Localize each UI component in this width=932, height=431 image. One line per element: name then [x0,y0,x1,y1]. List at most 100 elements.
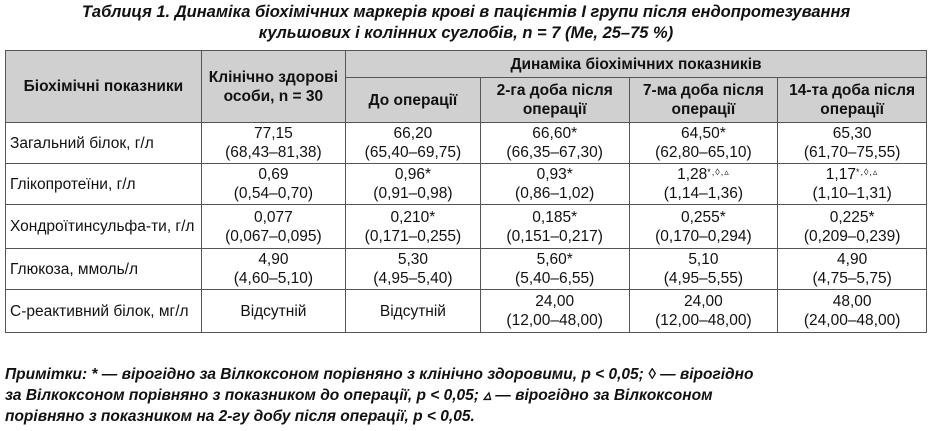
cell-day14: 48,00 (24,00–48,00) [777,289,927,333]
row-name: Загальний білок, г/л [5,122,202,164]
cell-range: (0,171–0,255) [364,227,462,245]
cell-value: 77,15 [254,125,293,142]
cell-range: (4,60–5,10) [233,270,314,287]
cell-day14: 0,225* (0,209–0,239) [777,204,927,249]
cell-before: 0,210* (0,171–0,255) [345,204,481,249]
cell-day7: 5,10 (4,95–5,55) [628,248,779,290]
row-name: Глікопротеїни, г/л [5,163,202,205]
cell-before: Відсутній [345,289,481,333]
cell-range: (1,10–1,31) [812,185,892,202]
header-before-operation: До операції [345,77,481,123]
cell-healthy: 4,90 (4,60–5,10) [200,248,347,290]
cell-range: (0,86–1,02) [515,185,595,202]
cell-value: 0,077 [254,208,293,226]
cell-range: (0,91–0,98) [373,185,453,202]
table-title-line-2: кульшових і колінних суглобів, n = 7 (Me… [258,24,674,42]
cell-range: (24,00–48,00) [803,312,901,329]
notes-line-2: за Вілкоксоном порівняно з показником до… [5,387,713,404]
cell-range: (5,40–6,55) [515,270,595,287]
cell-value: 48,00 [832,293,872,310]
cell-range: (12,00–48,00) [506,312,603,329]
header-day-14: 14-та доба після операції [777,77,927,123]
cell-range: (66,35–67,30) [506,144,603,161]
table-row: Загальний білок, г/л 77,15 (68,43–81,38) … [5,122,927,164]
cell-range: (1,14–1,36) [663,185,744,202]
cell-value: 64,50* [680,125,726,142]
notes-line-1: Примітки: * — вірогідно за Вілкоксоном п… [5,366,754,383]
cell-value: 0,255* [680,208,726,226]
cell-range: (65,40–69,75) [364,144,462,161]
cell-day7: 64,50* (62,80–65,10) [628,122,779,164]
cell-day2: 5,60* (5,40–6,55) [479,248,630,290]
cell-value: 65,30 [832,125,872,142]
cell-range: (62,80–65,10) [655,144,752,161]
cell-day2: 66,60* (66,35–67,30) [479,122,630,164]
cell-day7: 1,28*,◊,▵ (1,14–1,36) [628,163,779,205]
cell-healthy: 77,15 (68,43–81,38) [200,122,347,164]
cell-value: 24,00 [684,293,723,310]
cell-value: 5,10 [688,251,719,268]
cell-range: (0,54–0,70) [233,185,314,202]
header-day-2: 2-га доба після операції [479,77,630,123]
cell-value: 0,225* [829,208,875,226]
table-title: Таблиця 1. Динаміка біохімічних маркерів… [0,2,932,44]
table-row: Глюкоза, ммоль/л 4,90 (4,60–5,10) 5,30 (4,… [5,248,927,290]
row-name: С-реактивний білок, мг/л [5,289,202,333]
header-day-7: 7-ма доба після операції [628,77,779,123]
cell-value: Відсутній [240,302,307,320]
cell-healthy: 0,69 (0,54–0,70) [200,163,347,205]
cell-healthy: 0,077 (0,067–0,095) [200,204,347,249]
table-row: Глікопротеїни, г/л 0,69 (0,54–0,70) 0,96*… [5,163,927,205]
cell-day14: 65,30 (61,70–75,55) [777,122,927,164]
cell-day7: 0,255* (0,170–0,294) [628,204,779,249]
cell-range: (0,151–0,217) [506,227,603,245]
cell-day7: 24,00 (12,00–48,00) [628,289,779,333]
cell-value: 0,185* [532,208,578,226]
cell-value: 0,96* [394,166,432,183]
cell-range: (0,170–0,294) [655,227,752,245]
cell-day14: 1,17*,◊,▵ (1,10–1,31) [777,163,927,205]
table-notes: Примітки: * — вірогідно за Вілкоксоном п… [5,364,927,427]
table-row: С-реактивний білок, мг/л Відсутній Відсу… [5,289,927,333]
header-indicators: Біохімічні показники [5,50,202,123]
cell-value: Відсутній [379,302,446,320]
cell-value: 5,30 [397,251,428,268]
significance-marks: *,◊,▵ [855,167,879,177]
cell-range: (61,70–75,55) [803,144,901,161]
cell-day2: 0,185* (0,151–0,217) [479,204,630,249]
cell-value: 1,17 [825,166,856,183]
cell-range: (4,95–5,40) [373,270,453,287]
cell-day14: 4,90 (4,75–5,75) [777,248,927,290]
cell-range: (4,95–5,55) [663,270,744,287]
cell-value: 66,60* [532,125,578,142]
table-title-line-1: Таблиця 1. Динаміка біохімічних маркерів… [81,3,851,21]
cell-value: 1,28 [677,166,708,183]
cell-before: 5,30 (4,95–5,40) [345,248,481,290]
cell-range: (68,43–81,38) [225,144,322,161]
cell-value: 0,93* [536,166,573,183]
cell-healthy: Відсутній [200,289,347,333]
cell-range: (0,067–0,095) [225,227,322,245]
cell-before: 66,20 (65,40–69,75) [345,122,481,164]
cell-value: 66,20 [393,125,433,142]
cell-value: 4,90 [837,251,868,268]
table-row: Хондроїтинсульфа-ти, г/л 0,077 (0,067–0,0… [5,204,927,249]
cell-day2: 24,00 (12,00–48,00) [479,289,630,333]
cell-range: (4,75–5,75) [812,270,892,287]
cell-value: 0,69 [258,166,289,183]
significance-marks: *,◊,▵ [707,167,730,177]
notes-line-3: порівняно з показником на 2-гу добу післ… [5,408,475,425]
cell-day2: 0,93* (0,86–1,02) [479,163,630,205]
cell-range: (0,209–0,239) [803,227,901,245]
row-name: Хондроїтинсульфа-ти, г/л [5,204,202,249]
cell-value: 5,60* [536,251,573,268]
cell-range: (12,00–48,00) [655,312,752,329]
header-dynamics-group: Динаміка біохімічних показників [345,50,927,78]
header-healthy: Клінічно здорові особи, n = 30 [200,50,347,123]
cell-value: 4,90 [258,251,289,268]
row-name: Глюкоза, ммоль/л [5,248,202,290]
cell-value: 24,00 [535,293,575,310]
cell-value: 0,210* [390,208,436,226]
biochemical-markers-table: Біохімічні показники Клінічно здорові ос… [5,50,927,333]
cell-before: 0,96* (0,91–0,98) [345,163,481,205]
